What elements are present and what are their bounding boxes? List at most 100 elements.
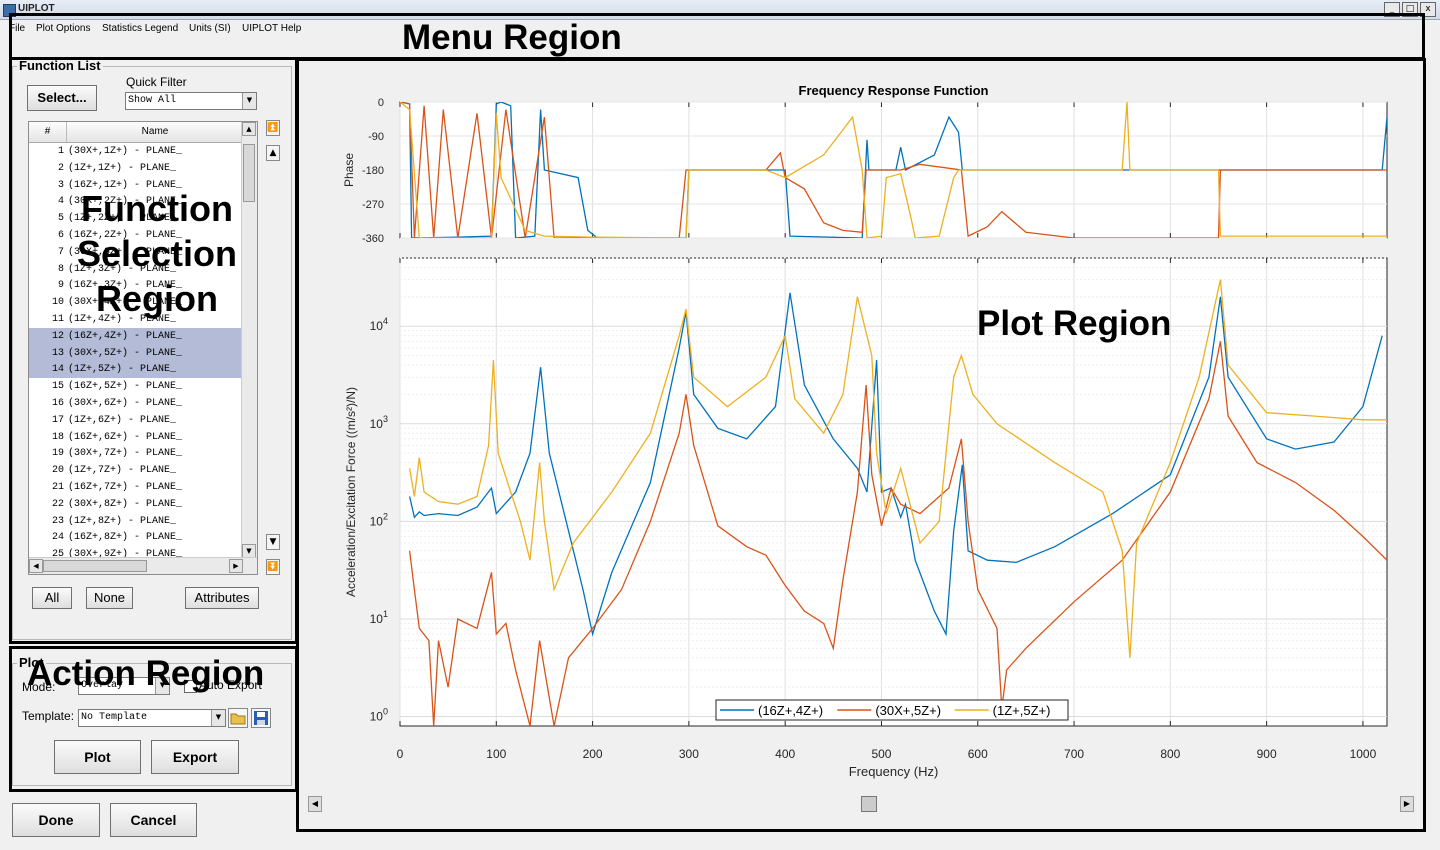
plot-button[interactable]: Plot xyxy=(54,740,141,774)
open-folder-icon[interactable] xyxy=(228,708,248,728)
move-to-bottom-icon[interactable]: ⏬ xyxy=(266,559,280,575)
list-item[interactable]: 15 (16Z+,5Z+) - PLANE_ xyxy=(29,378,243,395)
plot-panel: 0 100 200 300 400 500 600 700 800 900 1000 0 -90 -180… xyxy=(300,60,1424,830)
list-item[interactable]: 8 (1Z+,3Z+) - PLANE_ xyxy=(29,261,243,278)
list-item[interactable]: 18 (16Z+,6Z+) - PLANE_ xyxy=(29,429,243,446)
list-item[interactable]: 19 (30X+,7Z+) - PLANE_ xyxy=(29,445,243,462)
list-item-name: (1Z+,2Z+) - PLANE_ xyxy=(68,213,177,225)
chevron-down-icon[interactable]: ▼ xyxy=(242,93,256,109)
list-item-name: (30X+,6Z+) - PLANE_ xyxy=(68,398,183,409)
frf-chart[interactable]: 0 100 200 300 400 500 600 700 800 900 1000 0 -90 -180… xyxy=(300,60,1424,830)
list-item[interactable]: 13 (30X+,5Z+) - PLANE_ xyxy=(29,344,243,362)
phase-series-line-3 xyxy=(400,102,1387,238)
move-up-icon[interactable]: ▲ xyxy=(266,145,280,161)
list-item-number: 24 xyxy=(51,532,64,544)
cancel-button[interactable]: Cancel xyxy=(110,803,197,837)
plot-group-title: Plot xyxy=(17,655,46,670)
legend-label-3: (1Z+,5Z+) xyxy=(993,703,1051,718)
scroll-right-icon[interactable]: ▶ xyxy=(229,559,243,573)
list-item[interactable]: 10 (30X+,4Z+) - PLANE_ xyxy=(29,294,243,311)
scroll-thumb[interactable] xyxy=(243,144,255,202)
template-select[interactable]: No Template ▼ xyxy=(78,709,226,727)
list-item[interactable]: 20 (1Z+,7Z+) - PLANE_ xyxy=(29,462,243,479)
menu-statistics-legend[interactable]: Statistics Legend xyxy=(102,23,179,34)
mode-label: Mode: xyxy=(22,680,56,694)
list-item-name: (30X+,4Z+) - PLANE_ xyxy=(68,297,183,309)
done-button[interactable]: Done xyxy=(12,803,100,837)
list-item[interactable]: 6 (16Z+,2Z+) - PLANE_ xyxy=(29,227,243,244)
chart-title: Frequency Response Function xyxy=(799,83,989,98)
phase-y-tick-label: -270 xyxy=(362,199,384,211)
menu-plot-options[interactable]: Plot Options xyxy=(36,23,91,34)
list-item[interactable]: 11 (1Z+,4Z+) - PLANE_ xyxy=(29,311,243,328)
mode-value: Overlay xyxy=(81,680,124,691)
list-horizontal-scrollbar[interactable]: ◀ ▶ xyxy=(29,557,257,574)
select-button[interactable]: Select... xyxy=(27,85,97,111)
export-button[interactable]: Export xyxy=(151,740,239,774)
list-item[interactable]: 3 (16Z+,1Z+) - PLANE_ xyxy=(29,177,243,194)
select-none-button[interactable]: None xyxy=(86,587,133,609)
move-to-top-icon[interactable]: ⏫ xyxy=(266,120,280,136)
list-vertical-scrollbar[interactable]: ▲ ▼ xyxy=(241,122,257,558)
select-all-button[interactable]: All xyxy=(32,587,72,609)
list-item[interactable]: 7 (30X+,3Z+) - PLANE_ xyxy=(29,244,243,261)
list-item[interactable]: 5 (1Z+,2Z+) - PLANE_ xyxy=(29,210,243,227)
col-num-header[interactable]: # xyxy=(29,122,67,142)
mag-series-line-2 xyxy=(408,341,1387,726)
save-icon[interactable] xyxy=(251,708,271,728)
col-name-header[interactable]: Name xyxy=(141,126,169,137)
window-title: UIPLOT xyxy=(18,3,55,14)
menu-units[interactable]: Units (SI) xyxy=(189,23,231,34)
list-item-number: 4 xyxy=(57,196,64,208)
list-item-number: 22 xyxy=(51,498,64,510)
list-item[interactable]: 23 (1Z+,8Z+) - PLANE_ xyxy=(29,513,243,530)
plot-region-label: Plot Region xyxy=(977,304,1172,343)
auto-export-checkbox[interactable] xyxy=(184,680,197,693)
attributes-button[interactable]: Attributes xyxy=(185,587,259,609)
scroll-left-icon[interactable]: ◀ xyxy=(308,796,322,812)
list-item[interactable]: 22 (30X+,8Z+) - PLANE_ xyxy=(29,496,243,513)
x-tick-label: 500 xyxy=(871,747,891,761)
list-item-name: (1Z+,6Z+) - PLANE_ xyxy=(68,414,177,426)
list-item-number: 3 xyxy=(57,179,64,191)
menu-bar: File Plot Options Statistics Legend Unit… xyxy=(0,20,1440,40)
list-item[interactable]: 1 (30X+,1Z+) - PLANE_ xyxy=(29,143,243,160)
list-item[interactable]: 12 (16Z+,4Z+) - PLANE_ xyxy=(29,327,243,345)
list-item[interactable]: 17 (1Z+,6Z+) - PLANE_ xyxy=(29,412,243,429)
quick-filter-select[interactable]: Show All ▼ xyxy=(125,92,257,110)
list-item[interactable]: 14 (1Z+,5Z+) - PLANE_ xyxy=(29,361,243,379)
function-list-title: Function List xyxy=(17,58,103,73)
list-item[interactable]: 4 (30X+,2Z+) - PLANE_ xyxy=(29,193,243,210)
list-header: # Name xyxy=(29,122,243,143)
move-down-icon[interactable]: ▼ xyxy=(266,534,280,550)
list-item[interactable]: 9 (16Z+,3Z+) - PLANE_ xyxy=(29,277,243,294)
function-list-group xyxy=(12,66,292,640)
mag-y-axis-label: Acceleration/Excitation Force ((m/s²)/N) xyxy=(344,387,358,597)
list-item[interactable]: 21 (16Z+,7Z+) - PLANE_ xyxy=(29,479,243,496)
menu-file[interactable]: File xyxy=(9,23,26,34)
x-tick-label: 900 xyxy=(1257,747,1277,761)
list-item[interactable]: 24 (16Z+,8Z+) - PLANE_ xyxy=(29,529,243,546)
chevron-down-icon[interactable]: ▼ xyxy=(155,678,169,694)
list-item[interactable]: 2 (1Z+,1Z+) - PLANE_ xyxy=(29,160,243,177)
list-item[interactable]: 25 (30X+,9Z+) - PLANE_ xyxy=(29,546,243,563)
x-tick-label: 800 xyxy=(1160,747,1180,761)
scroll-left-icon[interactable]: ◀ xyxy=(29,559,43,573)
h-scroll-thumb[interactable] xyxy=(43,560,147,572)
x-tick-label: 300 xyxy=(679,747,699,761)
list-item-number: 17 xyxy=(51,414,64,426)
list-item-name: (16Z+,1Z+) - PLANE_ xyxy=(68,179,183,191)
mag-y-tick-label: 102 xyxy=(370,511,388,528)
scroll-right-icon[interactable]: ▶ xyxy=(1400,796,1414,812)
list-item-name: (30X+,1Z+) - PLANE_ xyxy=(68,146,183,157)
list-item-name: (16Z+,3Z+) - PLANE_ xyxy=(68,280,183,292)
list-item-number: 13 xyxy=(51,347,64,359)
list-item[interactable]: 16 (30X+,6Z+) - PLANE_ xyxy=(29,395,243,412)
list-item-name: (30X+,5Z+) - PLANE_ xyxy=(68,347,183,359)
menu-uiplot-help[interactable]: UIPLOT Help xyxy=(242,23,302,34)
mode-select[interactable]: Overlay ▼ xyxy=(78,677,170,695)
function-list[interactable]: # Name 1 (30X+,1Z+) - PLANE_ 2 (1Z+,1Z+) - … xyxy=(28,121,258,575)
scroll-up-icon[interactable]: ▲ xyxy=(242,122,256,136)
chevron-down-icon[interactable]: ▼ xyxy=(211,710,225,726)
plot-scroll-thumb[interactable] xyxy=(861,796,877,812)
